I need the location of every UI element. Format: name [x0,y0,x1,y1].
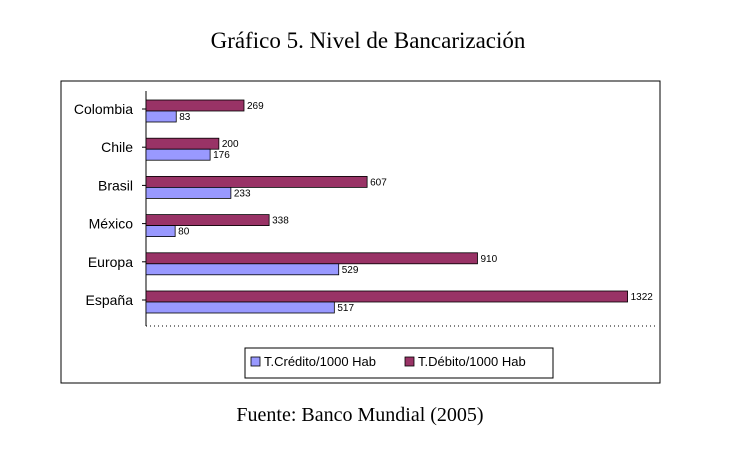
legend-swatch [250,356,261,367]
legend-label: T.Crédito/1000 Hab [264,354,376,369]
bar [145,252,478,265]
data-label: 269 [247,101,264,112]
data-label: 910 [481,254,498,265]
data-label: 80 [178,227,190,238]
bar [145,290,628,303]
data-label: 607 [370,177,387,188]
bar [145,99,245,112]
data-label: 517 [337,303,354,314]
data-label: 83 [179,112,191,123]
bar [145,175,368,188]
category-label: Brasil [98,177,133,193]
legend-swatch [404,356,415,367]
bar [145,214,270,227]
data-label: 1322 [631,292,654,303]
category-label: Chile [101,139,133,155]
bar [145,301,335,314]
bar [145,186,232,199]
source-note: Fuente: Banco Mundial (2005) [236,404,484,426]
chart-title: Gráfico 5. Nivel de Bancarización [210,28,526,53]
legend-box [244,347,554,379]
bar [145,110,177,123]
legend-label: T.Débito/1000 Hab [418,354,526,369]
bar [145,137,220,150]
data-label: 200 [222,139,239,150]
data-label: 233 [234,188,251,199]
bar [145,263,340,276]
data-label: 338 [272,216,289,227]
category-label: Colombia [74,101,133,117]
category-label: Europa [88,254,133,270]
legend: T.Crédito/1000 Hab T.Débito/1000 Hab [244,347,554,379]
data-label: 529 [342,265,359,276]
bar [145,148,211,161]
data-label: 176 [213,150,230,161]
category-label: España [86,292,134,308]
category-label: México [89,216,134,232]
bar [145,225,176,238]
